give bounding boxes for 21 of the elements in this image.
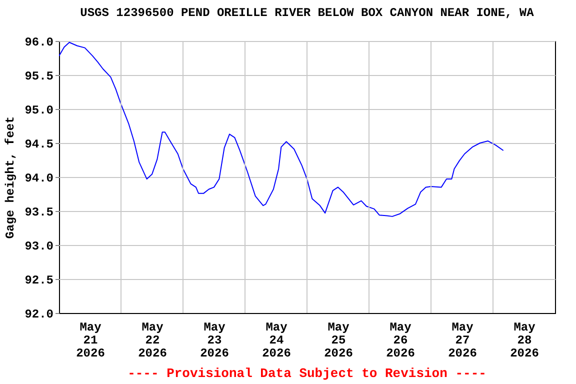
y-tick-label: 93.0 (24, 240, 54, 254)
x-tick-label: May 26 2026 (386, 320, 415, 360)
y-tick-label: 95.0 (24, 104, 54, 118)
line-series (59, 42, 504, 217)
x-tick-label: May 21 2026 (76, 320, 105, 360)
chart-title: USGS 12396500 PEND OREILLE RIVER BELOW BOX CANYON NEAR IONE, WA (80, 6, 535, 20)
y-tick-label: 93.5 (24, 206, 54, 220)
y-axis-title: Gage height, feet (4, 116, 18, 239)
y-tick-label: 94.5 (24, 138, 54, 152)
y-tick-label: 92.5 (24, 274, 54, 288)
x-tick-label: May 22 2026 (138, 320, 167, 360)
y-tick-label: 92.0 (24, 308, 54, 322)
x-tick-label: May 25 2026 (324, 320, 353, 360)
y-tick-label: 96.0 (24, 36, 54, 50)
text: ---- Provisional Data Subject to Revision ---- (126, 366, 488, 381)
x-tick-label: May 27 2026 (448, 320, 477, 360)
y-tick-label: 95.5 (24, 70, 54, 84)
x-tick-label: May 24 2026 (262, 320, 291, 360)
y-tick-label: 94.0 (24, 172, 54, 186)
x-tick-label: May 28 2026 (510, 320, 539, 360)
x-tick-label: May 23 2026 (200, 320, 229, 360)
